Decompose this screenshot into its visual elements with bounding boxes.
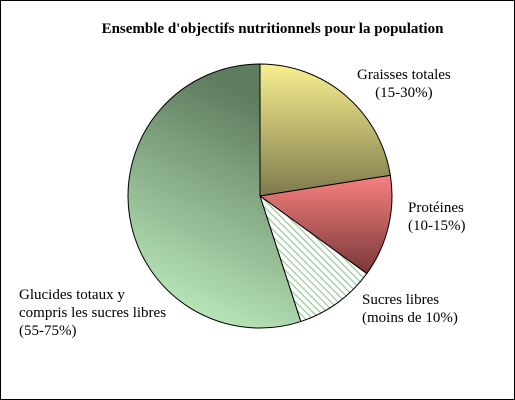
slice-label-sucres-libres: Sucres libres (moins de 10%) xyxy=(362,292,458,326)
chart-title: Ensemble d'objectifs nutritionnels pour … xyxy=(101,21,444,37)
pie-slice-glucides-totaux xyxy=(127,63,302,329)
pie-slice-sucres-libres xyxy=(259,194,368,323)
slice-label-glucides-totaux: Glucides totaux y compris les sucres lib… xyxy=(19,287,167,339)
slice-label-proteines: Protéines (10-15%) xyxy=(408,200,466,234)
pie-slice-proteines xyxy=(258,174,393,275)
slice-label-graisses-totales: Graisses totales (15-30%) xyxy=(357,67,451,101)
pie-slice-graisses-totales xyxy=(259,63,391,197)
